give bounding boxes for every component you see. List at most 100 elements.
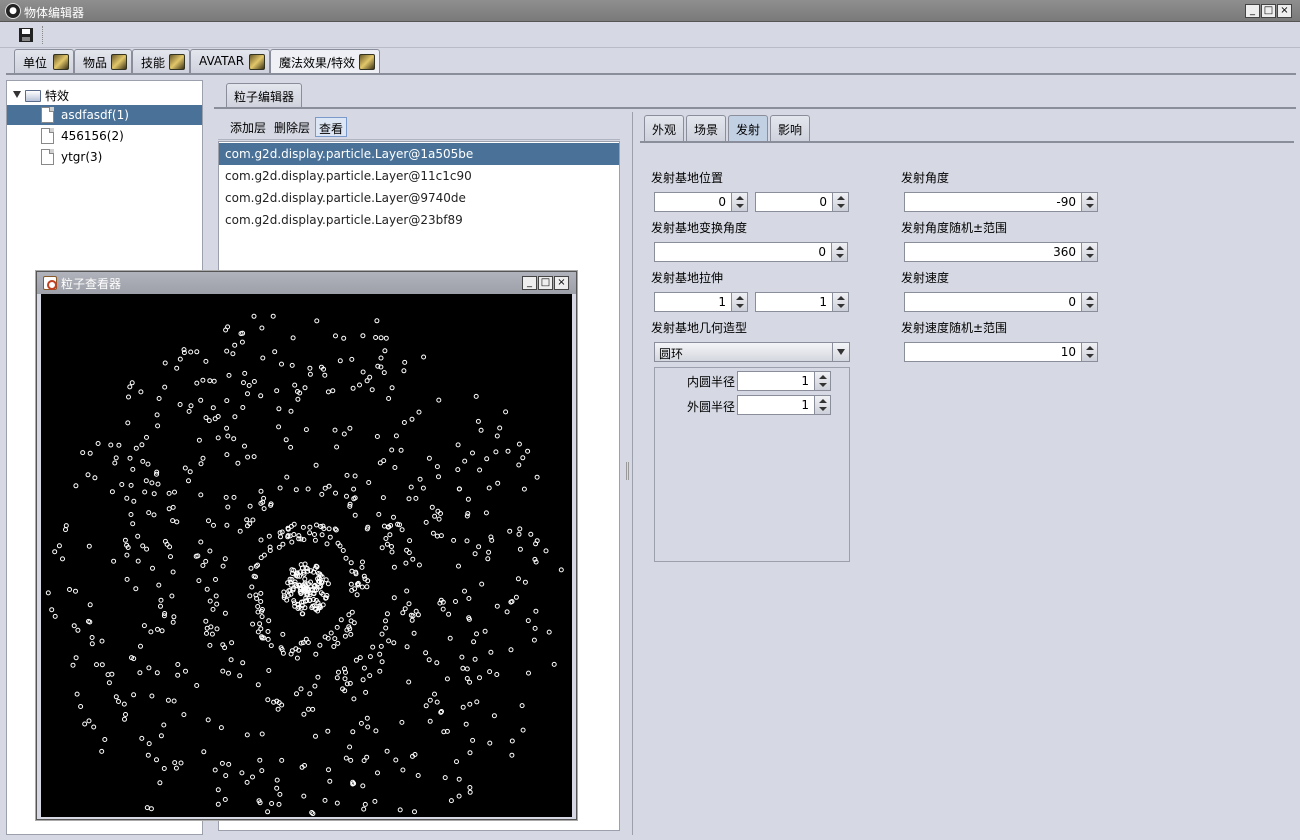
divider-grip[interactable]: [626, 462, 629, 480]
emit-speed-range-spinner[interactable]: 10: [904, 342, 1100, 362]
minimize-button[interactable]: _: [1245, 4, 1260, 18]
emit-angle-range-field[interactable]: 360: [904, 242, 1082, 262]
tree-item[interactable]: ytgr(3): [7, 147, 202, 167]
tab-avatar[interactable]: AVATAR: [190, 49, 270, 73]
base-stretch-y-spinner[interactable]: 1: [755, 292, 851, 312]
particle: [119, 482, 125, 487]
save-button[interactable]: [16, 25, 36, 45]
base-position-y-spinner[interactable]: 0: [755, 192, 851, 212]
layer-item[interactable]: com.g2d.display.particle.Layer@11c1c90: [225, 169, 472, 183]
base-angle-field[interactable]: 0: [654, 242, 832, 262]
particle: [427, 718, 433, 724]
particle: [347, 501, 353, 507]
tree-item[interactable]: asdfasdf(1): [7, 105, 202, 125]
emit-speed-spinner[interactable]: 0: [904, 292, 1100, 312]
base-position-x-field[interactable]: 0: [654, 192, 732, 212]
particle: [278, 534, 283, 540]
base-stretch-y-field[interactable]: 1: [755, 292, 833, 312]
spinner-arrows-icon[interactable]: [731, 292, 748, 312]
base-angle-spinner[interactable]: 0: [654, 242, 850, 262]
inner-radius-field[interactable]: 1: [737, 371, 815, 391]
particle: [154, 469, 160, 475]
particle: [309, 810, 315, 815]
tab-unit[interactable]: 单位: [14, 49, 74, 73]
particle: [124, 495, 130, 501]
spinner-arrows-icon[interactable]: [832, 192, 849, 212]
inner-radius-spinner[interactable]: 1: [737, 371, 833, 391]
particle: [357, 382, 362, 388]
particle: [372, 798, 378, 804]
spinner-arrows-icon[interactable]: [1081, 342, 1098, 362]
particle: [295, 573, 300, 579]
particle: [138, 389, 144, 395]
particle: [175, 672, 181, 678]
emit-angle-field[interactable]: -90: [904, 192, 1082, 212]
tab-effects[interactable]: 魔法效果/特效: [270, 49, 380, 74]
expand-toggle-icon[interactable]: [13, 91, 21, 98]
delete-layer-button[interactable]: 删除层: [274, 121, 311, 135]
particle: [137, 670, 143, 676]
viewer-titlebar[interactable]: 粒子查看器 _ □ ×: [37, 272, 576, 294]
particle-viewer-window[interactable]: 粒子查看器 _ □ ×: [36, 271, 577, 820]
spinner-arrows-icon[interactable]: [814, 395, 831, 415]
view-button[interactable]: 查看: [315, 117, 348, 137]
particle: [170, 619, 176, 625]
tab-emit[interactable]: 发射: [728, 115, 769, 141]
base-shape-select[interactable]: 圆环: [654, 342, 850, 362]
tab-scene[interactable]: 场景: [686, 115, 727, 141]
particle: [274, 785, 280, 791]
spinner-arrows-icon[interactable]: [831, 242, 848, 262]
tree-item[interactable]: 456156(2): [7, 126, 202, 146]
tree-root[interactable]: 特效: [7, 84, 202, 104]
particle: [86, 718, 92, 724]
maximize-button[interactable]: □: [1261, 4, 1276, 18]
layer-item[interactable]: com.g2d.display.particle.Layer@9740de: [225, 191, 466, 205]
emit-speed-field[interactable]: 0: [904, 292, 1082, 312]
particle: [313, 651, 319, 657]
particle: [294, 691, 299, 697]
particle: [451, 537, 457, 543]
tab-particle-editor[interactable]: 粒子编辑器: [226, 83, 302, 108]
particle: [89, 641, 95, 647]
window-titlebar[interactable]: ● 物体编辑器 _ □ ×: [0, 0, 1300, 22]
spinner-arrows-icon[interactable]: [1081, 292, 1098, 312]
layer-item[interactable]: com.g2d.display.particle.Layer@23bf89: [225, 213, 463, 227]
layer-item[interactable]: com.g2d.display.particle.Layer@1a505be: [219, 143, 619, 165]
particle: [430, 530, 436, 536]
tab-influence[interactable]: 影响: [770, 115, 811, 141]
spinner-arrows-icon[interactable]: [1081, 242, 1098, 262]
base-position-x-spinner[interactable]: 0: [654, 192, 750, 212]
add-layer-button[interactable]: 添加层: [230, 121, 267, 135]
tab-skill[interactable]: 技能: [132, 49, 190, 73]
particle: [133, 586, 139, 592]
emit-angle-range-spinner[interactable]: 360: [904, 242, 1100, 262]
viewer-maximize-button[interactable]: □: [538, 276, 553, 290]
particle: [303, 582, 309, 588]
spinner-arrows-icon[interactable]: [832, 292, 849, 312]
particle-canvas[interactable]: [41, 294, 572, 817]
viewer-close-button[interactable]: ×: [554, 276, 569, 290]
base-position-y-field[interactable]: 0: [755, 192, 833, 212]
close-button[interactable]: ×: [1277, 4, 1292, 18]
viewer-minimize-button[interactable]: _: [522, 276, 537, 290]
spinner-arrows-icon[interactable]: [814, 371, 831, 391]
chevron-down-icon[interactable]: [832, 343, 849, 361]
emit-angle-spinner[interactable]: -90: [904, 192, 1100, 212]
particle: [203, 618, 209, 624]
particle: [470, 450, 475, 456]
tab-item[interactable]: 物品: [74, 49, 132, 73]
base-stretch-x-spinner[interactable]: 1: [654, 292, 750, 312]
outer-radius-field[interactable]: 1: [737, 395, 815, 415]
particle: [401, 420, 407, 425]
outer-radius-spinner[interactable]: 1: [737, 395, 833, 415]
particle: [174, 365, 180, 371]
base-stretch-x-field[interactable]: 1: [654, 292, 732, 312]
emit-speed-range-field[interactable]: 10: [904, 342, 1082, 362]
particle: [157, 780, 163, 786]
spinner-arrows-icon[interactable]: [731, 192, 748, 212]
spinner-arrows-icon[interactable]: [1081, 192, 1098, 212]
particle: [343, 555, 349, 561]
tab-appearance[interactable]: 外观: [644, 115, 685, 141]
particle: [250, 774, 255, 780]
particle: [364, 715, 370, 721]
